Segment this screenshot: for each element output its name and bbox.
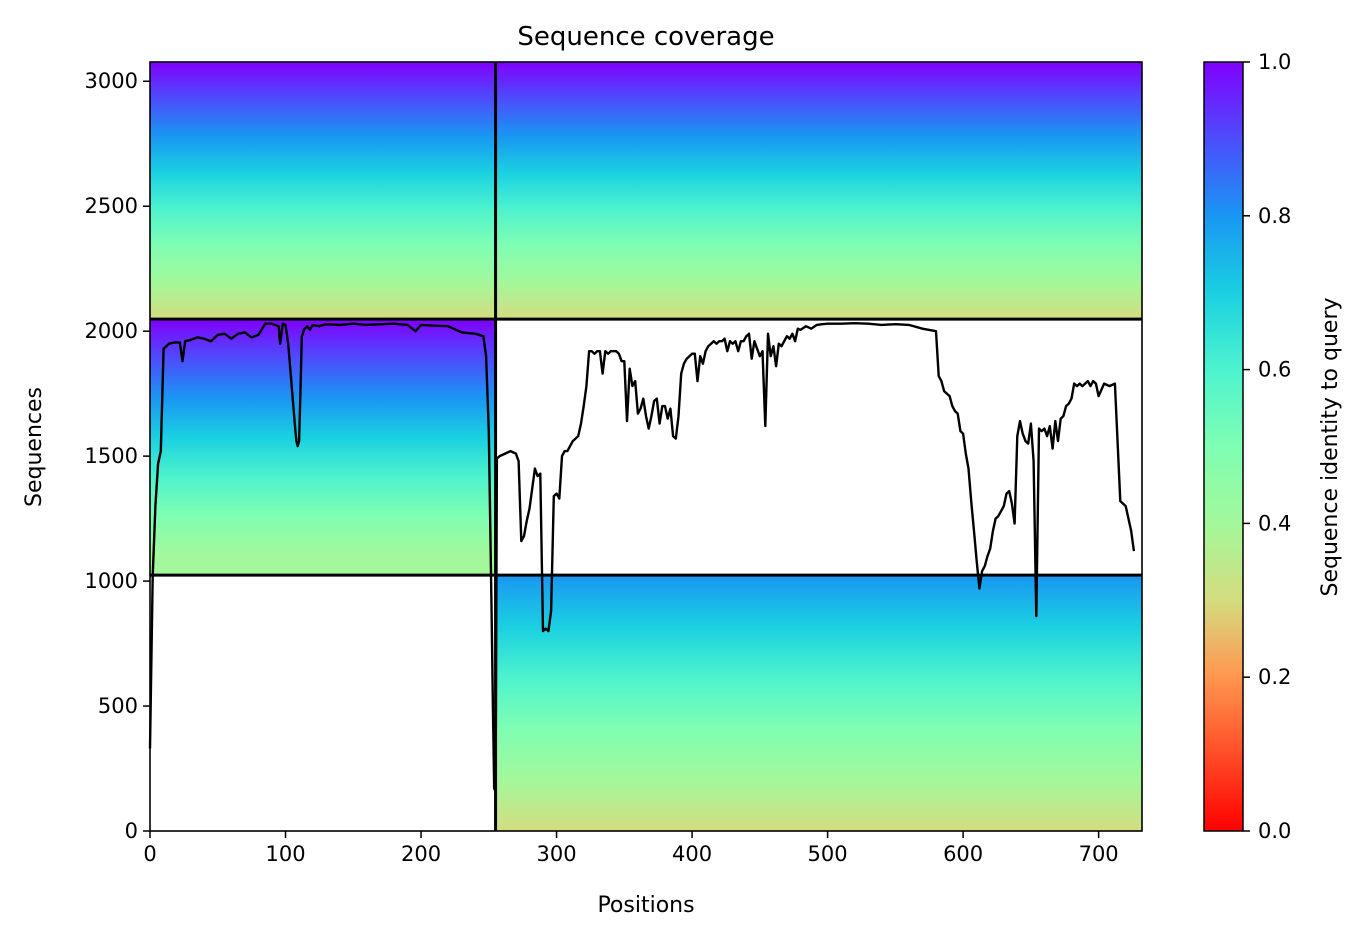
- y-tick-label: 1000: [85, 569, 138, 593]
- y-axis-label: Sequences: [22, 387, 47, 507]
- plot-frame: [149, 61, 1143, 832]
- x-tick-label: 100: [265, 842, 305, 866]
- x-tick-label: 0: [143, 842, 156, 866]
- coverage-block: [495, 62, 1143, 320]
- y-tick-label: 1500: [85, 444, 138, 468]
- x-tick-label: 300: [537, 842, 577, 866]
- colorbar-tick-label: 0.4: [1258, 511, 1291, 535]
- x-axis-label: Positions: [597, 893, 694, 918]
- y-tick-label: 500: [98, 694, 138, 718]
- colorbar-tick-label: 1.0: [1258, 50, 1291, 74]
- x-axis-ticks: 0 100 200 300 400 500 600 700: [143, 831, 1119, 866]
- x-tick-label: 700: [1079, 842, 1119, 866]
- colorbar-label: Sequence identity to query: [1318, 297, 1343, 596]
- colorbar-ticks: 0.0 0.2 0.4 0.6 0.8 1.0: [1243, 50, 1291, 843]
- x-tick-label: 600: [943, 842, 983, 866]
- colorbar-tick-label: 0.2: [1258, 665, 1291, 689]
- y-axis-ticks: 0 500 1000 1500 2000 2500 3000: [85, 69, 150, 843]
- colorbar-tick-label: 0.8: [1258, 204, 1291, 228]
- colorbar: 0.0 0.2 0.4 0.6 0.8 1.0 Sequence identity to …: [1203, 50, 1343, 843]
- chart-title: Sequence coverage: [517, 22, 774, 52]
- coverage-block: [150, 319, 496, 576]
- y-tick-label: 2000: [85, 319, 138, 343]
- coverage-blocks: [150, 62, 1143, 831]
- coverage-block: [495, 575, 1143, 831]
- colorbar-tick-label: 0.6: [1258, 358, 1291, 382]
- colorbar-bar: [1203, 61, 1244, 832]
- x-tick-label: 400: [672, 842, 712, 866]
- colorbar-tick-label: 0.0: [1258, 819, 1291, 843]
- y-tick-label: 0: [125, 819, 138, 843]
- y-tick-label: 2500: [85, 194, 138, 218]
- coverage-block: [150, 62, 496, 320]
- x-tick-label: 200: [401, 842, 441, 866]
- plot-area: [148, 61, 1143, 832]
- y-tick-label: 3000: [85, 69, 138, 93]
- coverage-line: [148, 322, 1136, 793]
- x-tick-label: 500: [808, 842, 848, 866]
